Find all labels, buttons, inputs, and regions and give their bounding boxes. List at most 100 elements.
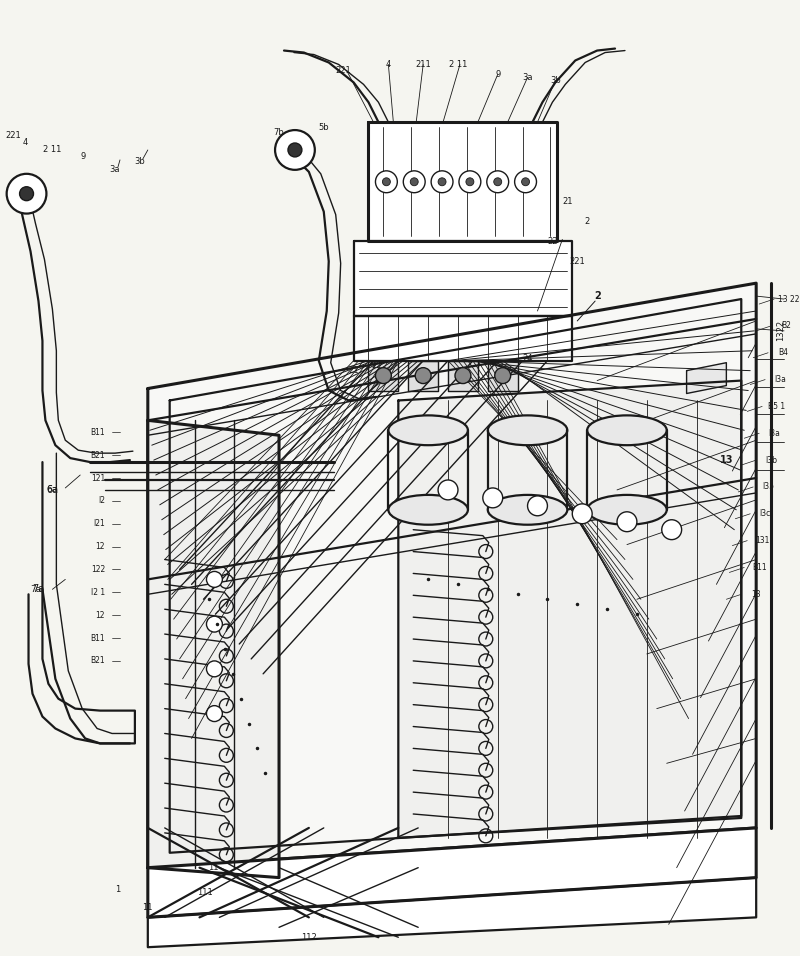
Text: B11: B11 (90, 634, 105, 642)
Circle shape (375, 171, 398, 193)
Text: B11: B11 (752, 563, 766, 572)
Text: 221: 221 (6, 131, 22, 140)
Circle shape (431, 171, 453, 193)
Polygon shape (148, 421, 279, 878)
Text: 111: 111 (197, 888, 212, 897)
Circle shape (466, 178, 474, 185)
Circle shape (455, 368, 471, 383)
Circle shape (375, 368, 391, 383)
Text: 122: 122 (91, 565, 105, 574)
Circle shape (206, 706, 222, 722)
Text: l3b: l3b (765, 456, 777, 465)
Circle shape (522, 178, 530, 185)
Text: 9: 9 (81, 152, 86, 162)
Text: 3a: 3a (522, 73, 533, 82)
Text: 21: 21 (348, 366, 359, 375)
Circle shape (438, 480, 458, 500)
Text: 2: 2 (594, 291, 601, 301)
Ellipse shape (488, 415, 567, 445)
Circle shape (459, 171, 481, 193)
Text: 2 11: 2 11 (43, 145, 62, 155)
Text: 11-: 11- (208, 863, 221, 872)
Text: 3a: 3a (110, 165, 120, 174)
Polygon shape (148, 283, 756, 868)
Polygon shape (686, 362, 726, 394)
Text: B21: B21 (90, 450, 105, 460)
Text: 24: 24 (522, 355, 533, 363)
Text: 2: 2 (585, 217, 590, 226)
Circle shape (410, 178, 418, 185)
Circle shape (617, 511, 637, 532)
Circle shape (514, 171, 537, 193)
Text: 1: 1 (115, 885, 121, 894)
Text: 4: 4 (23, 138, 28, 146)
Text: 221: 221 (570, 257, 585, 266)
Text: 3b: 3b (550, 76, 561, 85)
Text: 3b: 3b (134, 158, 146, 166)
Ellipse shape (587, 415, 666, 445)
Circle shape (19, 186, 34, 201)
Text: 121: 121 (91, 473, 105, 483)
Text: 4: 4 (386, 60, 391, 69)
Text: 5b: 5b (318, 122, 329, 132)
Text: l21: l21 (94, 519, 105, 529)
Ellipse shape (587, 495, 666, 525)
Text: 12: 12 (95, 611, 105, 619)
Text: B2: B2 (781, 321, 791, 331)
Text: 211: 211 (415, 60, 431, 69)
Text: B4: B4 (778, 348, 788, 358)
Text: 1322: 1322 (777, 320, 786, 341)
Circle shape (206, 617, 222, 632)
Text: 13: 13 (751, 590, 761, 598)
Text: B5 1: B5 1 (769, 402, 786, 411)
Text: 21: 21 (562, 197, 573, 206)
Text: 13 22: 13 22 (778, 294, 800, 304)
Circle shape (438, 178, 446, 185)
Text: 9: 9 (495, 70, 500, 79)
Text: 12: 12 (95, 542, 105, 551)
Text: l2 1: l2 1 (91, 588, 105, 597)
Polygon shape (408, 360, 438, 390)
Text: 22: 22 (371, 361, 382, 370)
Circle shape (486, 171, 509, 193)
Polygon shape (148, 878, 756, 947)
Circle shape (206, 572, 222, 587)
Text: 221: 221 (336, 66, 351, 75)
Circle shape (662, 520, 682, 539)
Circle shape (382, 178, 390, 185)
Polygon shape (369, 122, 558, 242)
Text: 22: 22 (547, 237, 558, 246)
Text: 7a: 7a (30, 585, 41, 594)
Text: 13: 13 (720, 455, 733, 466)
Text: 7b: 7b (274, 127, 285, 137)
Ellipse shape (388, 415, 468, 445)
Polygon shape (398, 380, 742, 837)
Circle shape (403, 171, 425, 193)
Circle shape (527, 496, 547, 516)
Text: l3a: l3a (768, 429, 780, 438)
Circle shape (572, 504, 592, 524)
Circle shape (494, 178, 502, 185)
Text: 6a: 6a (46, 486, 58, 494)
Ellipse shape (488, 495, 567, 525)
Text: 131: 131 (755, 536, 770, 545)
Polygon shape (448, 360, 478, 390)
Ellipse shape (388, 495, 468, 525)
Polygon shape (354, 242, 572, 316)
Text: 7a: 7a (32, 584, 45, 595)
Text: l2: l2 (98, 496, 105, 506)
Text: l3c: l3c (759, 510, 770, 518)
Circle shape (288, 143, 302, 157)
Circle shape (494, 368, 510, 383)
Circle shape (6, 174, 46, 213)
Text: B21: B21 (90, 657, 105, 665)
Text: l35: l35 (762, 483, 774, 491)
Circle shape (483, 488, 502, 508)
Polygon shape (369, 360, 398, 390)
Polygon shape (354, 316, 572, 360)
Text: 11: 11 (142, 902, 153, 912)
Polygon shape (148, 828, 756, 918)
Text: B11: B11 (90, 427, 105, 437)
Text: 2 11: 2 11 (449, 60, 467, 69)
Text: l3a: l3a (774, 375, 786, 384)
